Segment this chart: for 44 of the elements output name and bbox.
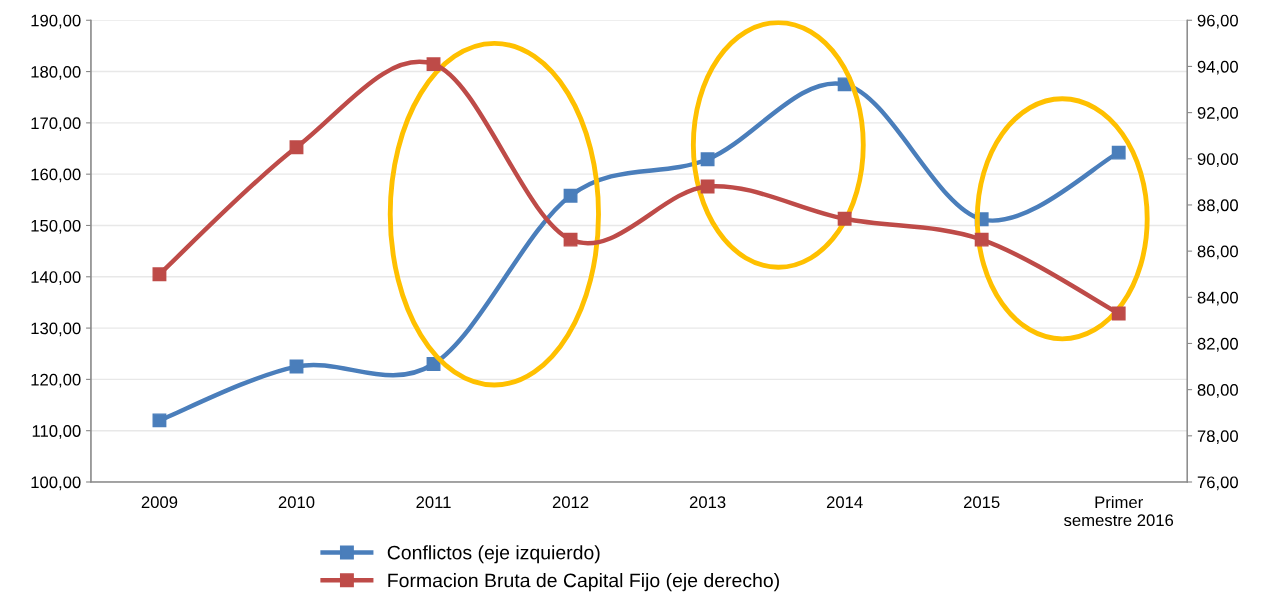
legend-label: Formacion Bruta de Capital Fijo (eje derecho) [388, 573, 779, 592]
point [837, 211, 852, 226]
x-tick-label: 2014 [826, 496, 863, 509]
y2-tick-label: 90,00 [1197, 153, 1238, 167]
x-tick-label: 2012 [552, 496, 589, 509]
y2-tick-label: 86,00 [1197, 245, 1238, 260]
y2-tick-label: 92,00 [1197, 107, 1238, 121]
y-tick-label: 190,00 [31, 14, 81, 29]
x-tick-label: 2010 [278, 496, 315, 509]
y-tick-label: 140,00 [31, 271, 81, 285]
y-tick-label: 110,00 [32, 425, 81, 439]
y2-tick-label: 82,00 [1197, 337, 1238, 352]
y2-tick-label: 78,00 [1197, 430, 1238, 444]
y2-tick-label: 80,00 [1197, 384, 1238, 398]
point [152, 267, 167, 282]
point [289, 140, 304, 155]
point [152, 413, 167, 428]
x-tick-label: 2013 [689, 496, 726, 509]
point [1111, 306, 1126, 321]
y2-tick-label: 76,00 [1197, 476, 1238, 491]
y-tick-label: 150,00 [31, 219, 81, 234]
y-tick-label: 170,00 [31, 117, 81, 132]
point [289, 359, 304, 374]
y2-tick-label: 94,00 [1197, 60, 1238, 75]
y-tick-label: 120,00 [31, 373, 81, 388]
point [700, 152, 715, 167]
y2-tick-label: 84,00 [1197, 291, 1238, 306]
x-tick-label: Primer semestre 2016 [1064, 495, 1174, 527]
y2-tick-label: 88,00 [1197, 199, 1238, 214]
point [563, 232, 578, 247]
y2-tick-label: 96,00 [1197, 14, 1238, 29]
y-tick-label: 180,00 [31, 65, 81, 80]
point [974, 232, 989, 247]
y-tick-label: 160,00 [31, 168, 81, 183]
point [700, 179, 715, 194]
legend-label: Conflictos (eje izquierdo) [387, 545, 600, 564]
y-tick-label: 100,00 [31, 476, 81, 491]
x-tick-label: 2009 [141, 496, 178, 509]
point [563, 188, 578, 203]
point [426, 57, 441, 72]
y-tick-label: 130,00 [31, 322, 81, 337]
point [1111, 145, 1126, 160]
x-tick-label: 2011 [416, 496, 451, 509]
x-tick-label: 2015 [963, 496, 1000, 509]
